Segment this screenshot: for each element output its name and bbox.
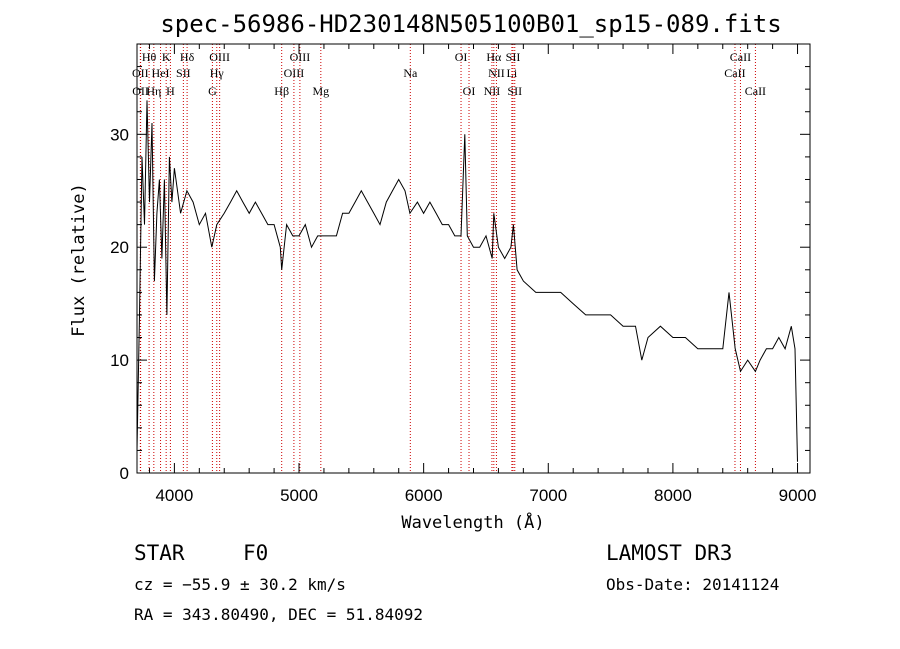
spectral-line-label: Li [507, 66, 518, 80]
spectral-line-labels: Hθ K Hδ OIII OIII OI Hα SII CaII OII HeI SII Hγ OIII N… [132, 50, 766, 98]
coordinates: RA = 343.80490, DEC = 51.84092 [134, 605, 423, 624]
spectral-line-label: CaII [730, 50, 751, 64]
spectral-line-label: OIII [209, 50, 230, 64]
spectral-line-label: SII [176, 66, 191, 80]
flux-series-line [136, 100, 798, 462]
spectral-line-label: OII [132, 84, 149, 98]
spectral-line-label: OIII [284, 66, 305, 80]
spectral-line-label: Hα [486, 50, 502, 64]
y-axis-label: Flux (relative) [69, 183, 89, 337]
y-tick-label: 30 [110, 125, 129, 144]
spectral-line-markers [139, 44, 756, 473]
x-tick-label: 4000 [155, 486, 193, 505]
spectral-line-label: Hθ [142, 50, 157, 64]
x-tick-label: 9000 [779, 486, 817, 505]
spectral-line-label: SII [507, 84, 522, 98]
x-tick-label: 8000 [654, 486, 692, 505]
object-class: STAR [134, 541, 185, 565]
spectral-line-label: CaII [724, 66, 745, 80]
spectral-line-label: OIII [290, 50, 311, 64]
spectral-line-label: Hβ [274, 84, 289, 98]
x-tick-label: 5000 [280, 486, 318, 505]
spectral-line-label: SII [506, 50, 521, 64]
spectral-line-label: OI [463, 84, 476, 98]
spectral-line-label: NII [484, 84, 501, 98]
spectral-line-label: Hη [146, 84, 161, 98]
spectral-line-label: OII [132, 66, 149, 80]
spectral-line-label: Mg [312, 84, 329, 98]
observation-date: Obs-Date: 20141124 [606, 575, 779, 594]
spectral-line-label: Hδ [180, 50, 195, 64]
spectral-line-label: OI [455, 50, 468, 64]
y-tick-label: 0 [120, 464, 129, 483]
spectral-line-label: NII [488, 66, 505, 80]
spectral-line-label: K [162, 50, 171, 64]
x-tick-label: 6000 [405, 486, 443, 505]
spectral-line-label: CaII [745, 84, 766, 98]
chart-title: spec-56986-HD230148N505100B01_sp15-089.f… [160, 10, 781, 38]
x-axis-label: Wavelength (Å) [401, 511, 544, 533]
y-tick-label: 10 [110, 351, 129, 370]
object-subclass: F0 [243, 541, 268, 565]
x-tick-label: 7000 [529, 486, 567, 505]
spectral-line-label: HeI [152, 66, 170, 80]
y-tick-label: 20 [110, 238, 129, 257]
plot-frame [136, 43, 811, 474]
spectral-line-label: H [166, 84, 175, 98]
survey-name: LAMOST DR3 [606, 541, 732, 565]
spectral-line-label: Na [403, 66, 418, 80]
axis-ticks: 4000 5000 6000 7000 8000 9000 0 10 20 30 [110, 44, 816, 505]
redshift-cz: cz = −55.9 ± 30.2 km/s [134, 575, 346, 594]
spectral-line-label: Hγ [210, 66, 225, 80]
spectral-line-label: G [208, 84, 217, 98]
